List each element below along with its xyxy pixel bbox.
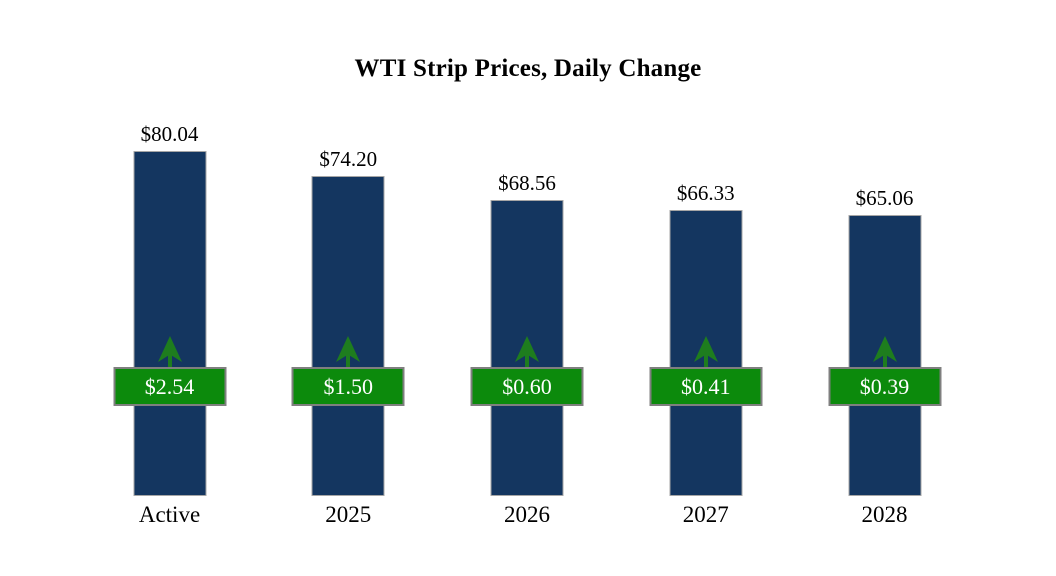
- bar-value-label: $65.06: [855, 186, 914, 210]
- bar: [133, 151, 206, 496]
- change-badge-label: $1.50: [323, 373, 374, 399]
- bar-value-label: $80.04: [140, 122, 199, 146]
- bar-column: $74.20 $1.50 2025: [268, 0, 428, 576]
- change-badge: $1.50: [291, 367, 405, 406]
- bar-column: $65.06 $0.39 2028: [805, 0, 965, 576]
- category-label: Active: [138, 502, 201, 527]
- category-label: 2026: [504, 502, 550, 527]
- up-arrow-icon: [872, 336, 897, 368]
- category-label: 2027: [682, 502, 729, 527]
- bar-column: $66.33 $0.41 2027: [626, 0, 786, 576]
- category-label: 2025: [325, 502, 372, 527]
- change-badge-label: $0.39: [859, 373, 910, 399]
- up-arrow-icon: [157, 336, 182, 368]
- change-badge: $2.54: [113, 367, 226, 406]
- change-badge: $0.60: [470, 367, 584, 406]
- change-badge-label: $0.41: [681, 373, 731, 399]
- up-arrow-icon: [693, 336, 718, 368]
- change-badge-label: $0.60: [502, 373, 552, 399]
- change-badge-label: $2.54: [144, 373, 195, 399]
- bar-column: $80.04 $2.54 Active: [90, 0, 250, 576]
- bar-column: $68.56 $0.60 2026: [447, 0, 607, 576]
- up-arrow-icon: [336, 336, 361, 368]
- bar-value-label: $66.33: [676, 181, 735, 205]
- up-arrow-icon: [515, 336, 539, 368]
- change-badge: $0.41: [649, 367, 763, 406]
- category-label: 2028: [861, 502, 908, 527]
- change-badge: $0.39: [828, 367, 941, 406]
- bar-value-label: $68.56: [498, 171, 556, 195]
- bar-value-label: $74.20: [319, 147, 378, 171]
- chart-title: WTI Strip Prices, Daily Change: [354, 55, 702, 82]
